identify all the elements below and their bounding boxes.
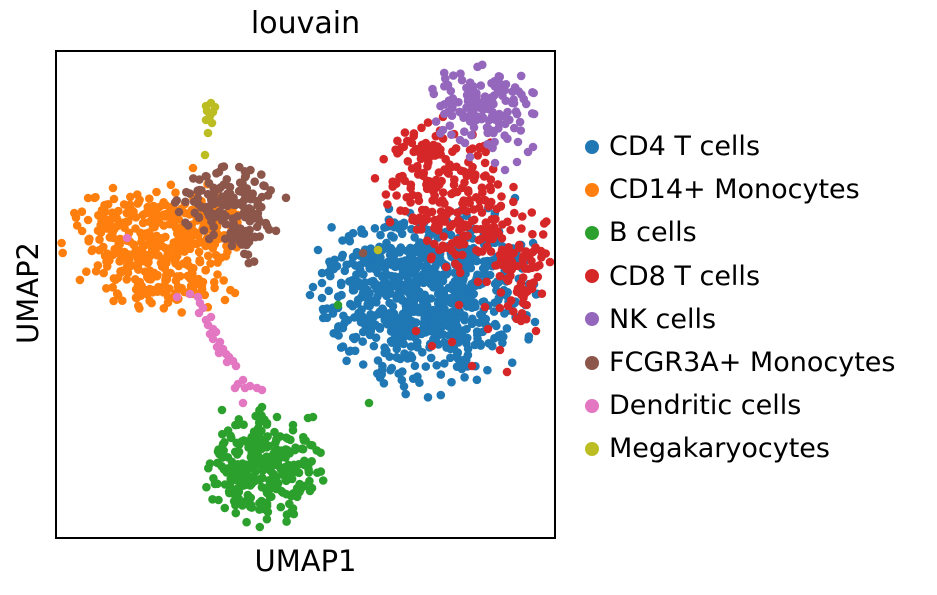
legend-label: FCGR3A+ Monocytes (609, 347, 896, 379)
scatter-points (57, 60, 554, 532)
legend-marker-icon (585, 182, 599, 197)
legend-item-cd4-t-cells: CD4 T cells (585, 125, 895, 168)
legend-item-cd14-monocytes: CD14+ Monocytes (585, 168, 895, 211)
legend-label: B cells (609, 217, 697, 249)
legend-label: NK cells (609, 303, 717, 335)
axes-frame (55, 50, 556, 539)
legend-item-dendritic-cells: Dendritic cells (585, 384, 895, 427)
plot-title: louvain (250, 6, 361, 41)
legend-marker-icon (585, 312, 599, 327)
x-axis-label: UMAP1 (254, 544, 357, 578)
legend-marker-icon (585, 398, 599, 413)
legend-marker-icon (585, 139, 599, 154)
legend-marker-icon (585, 441, 599, 456)
legend-marker-icon (585, 269, 599, 284)
legend-label: CD8 T cells (609, 260, 761, 292)
legend-item-nk-cells: NK cells (585, 298, 895, 341)
legend-marker-icon (585, 355, 599, 370)
legend: CD4 T cells CD14+ Monocytes B cells CD8 … (585, 125, 895, 471)
legend-label: Megakaryocytes (609, 433, 830, 465)
legend-item-cd8-t-cells: CD8 T cells (585, 255, 895, 298)
legend-item-megakaryocytes: Megakaryocytes (585, 427, 895, 470)
legend-marker-icon (585, 225, 599, 240)
legend-item-b-cells: B cells (585, 211, 895, 254)
legend-label: CD14+ Monocytes (609, 174, 860, 206)
y-axis-label: UMAP2 (11, 241, 45, 345)
legend-label: CD4 T cells (609, 131, 761, 163)
legend-label: Dendritic cells (609, 390, 802, 422)
legend-item-fcgr3a-monocytes: FCGR3A+ Monocytes (585, 341, 895, 384)
